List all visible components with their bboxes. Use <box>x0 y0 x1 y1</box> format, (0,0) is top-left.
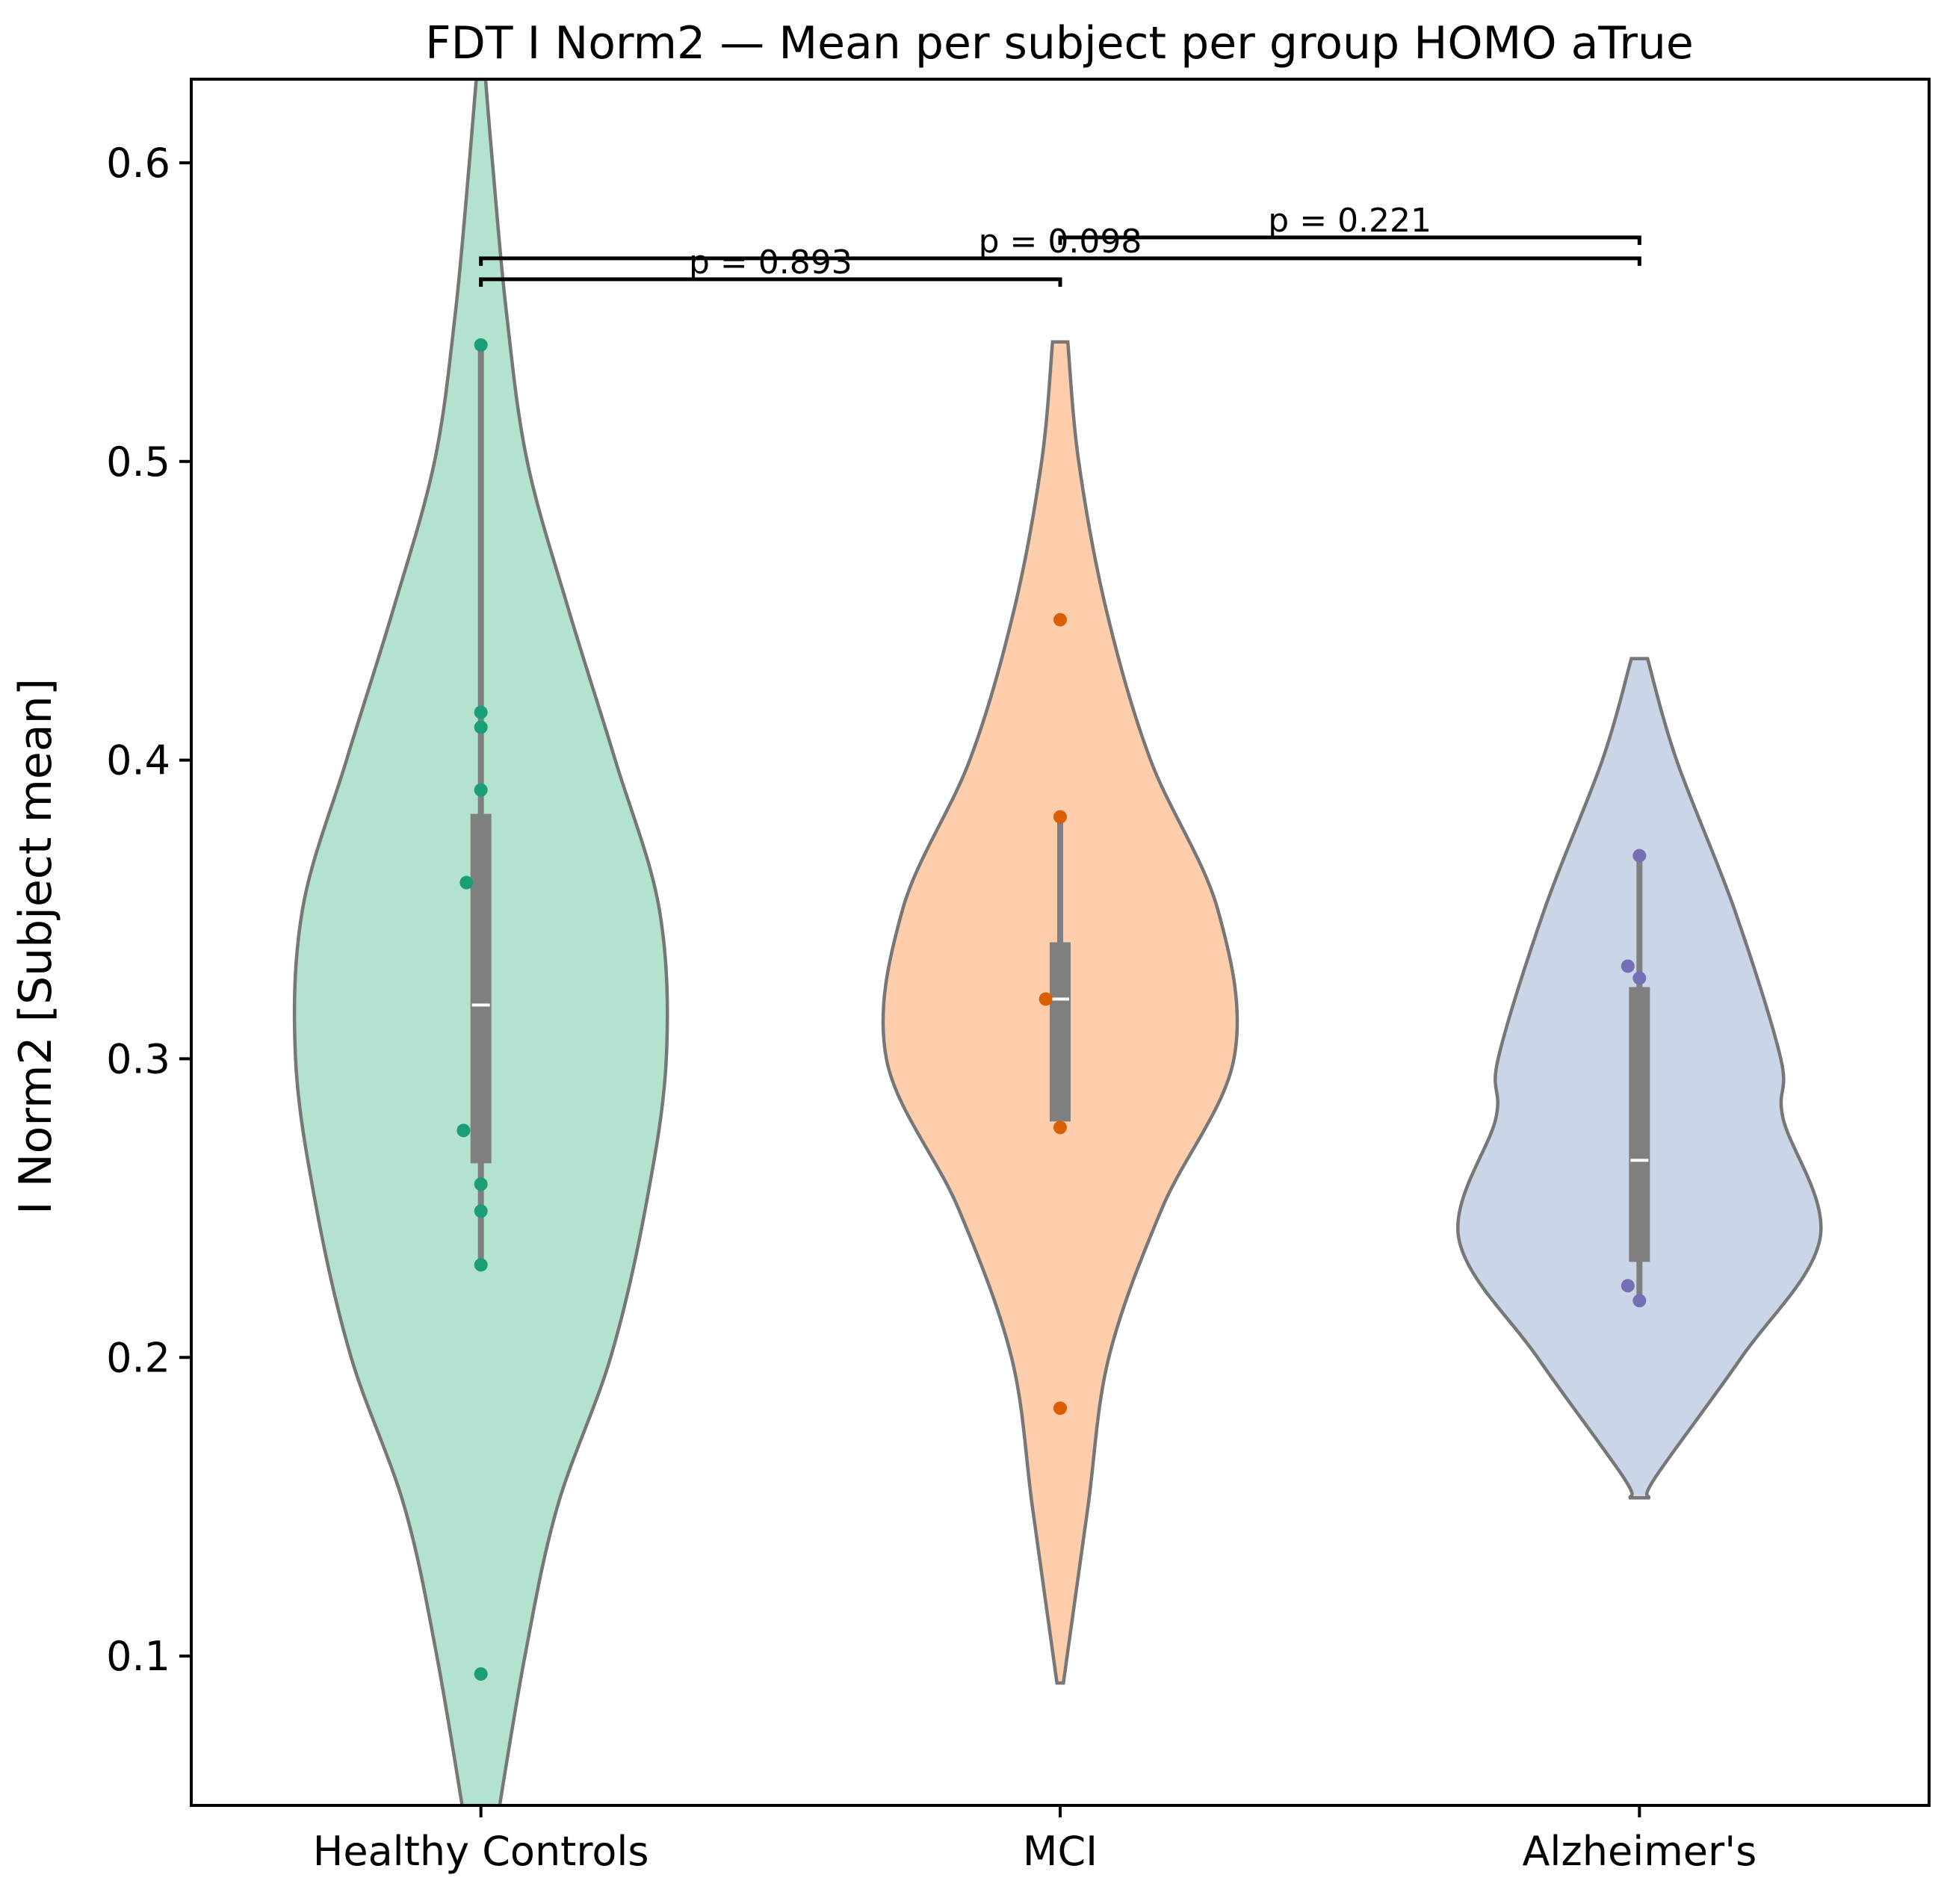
data-point-mci <box>1053 1401 1067 1415</box>
x-tick-label: Healthy Controls <box>313 1828 649 1875</box>
x-tick-label: Alzheimer's <box>1522 1828 1756 1875</box>
data-point-alzheimer-s <box>1621 959 1635 973</box>
y-tick-label: 0.6 <box>106 140 170 187</box>
p-value-label: p = 0.893 <box>689 244 852 282</box>
y-tick-label: 0.2 <box>106 1334 170 1381</box>
iqr-box-healthy-controls <box>470 813 492 1164</box>
data-point-healthy-controls <box>474 1177 488 1191</box>
iqr-box-mci <box>1050 942 1071 1122</box>
data-point-mci <box>1039 992 1053 1006</box>
data-point-mci <box>1053 613 1067 627</box>
y-tick-label: 0.3 <box>106 1035 170 1082</box>
data-point-alzheimer-s <box>1632 849 1647 863</box>
significance-bracket <box>1058 235 1641 245</box>
data-point-alzheimer-s <box>1621 1279 1635 1293</box>
y-axis-label: I Norm2 [Subject mean] <box>10 678 62 1215</box>
data-point-alzheimer-s <box>1632 1294 1647 1308</box>
data-point-healthy-controls <box>474 1258 488 1272</box>
significance-bracket <box>479 277 1062 287</box>
points-layer <box>456 338 1647 1681</box>
data-point-mci <box>1053 1120 1067 1135</box>
data-point-healthy-controls <box>474 338 488 352</box>
boxplot-layer <box>470 344 1650 1301</box>
chart-title: FDT I Norm2 — Mean per subject per group… <box>425 17 1694 69</box>
data-point-healthy-controls <box>459 875 474 890</box>
data-point-healthy-controls <box>456 1123 471 1138</box>
data-point-alzheimer-s <box>1632 971 1647 985</box>
data-point-healthy-controls <box>474 720 488 734</box>
y-tick-label: 0.4 <box>106 737 170 784</box>
data-point-healthy-controls <box>474 1667 488 1681</box>
data-point-healthy-controls <box>474 783 488 797</box>
p-value-label: p = 0.221 <box>1268 202 1431 240</box>
y-tick-label: 0.1 <box>106 1633 170 1680</box>
iqr-box-alzheimer-s <box>1629 987 1650 1262</box>
data-point-healthy-controls <box>474 1204 488 1218</box>
data-point-mci <box>1053 810 1067 824</box>
axes-layer: 0.1 0.2 0.3 0.4 0.5 0.6 Healthy Controls MCI Alz… <box>106 78 1931 1875</box>
data-point-healthy-controls <box>474 705 488 719</box>
significance-bracket <box>479 256 1641 266</box>
x-tick-label: MCI <box>1023 1828 1098 1875</box>
y-tick-label: 0.5 <box>106 438 170 486</box>
